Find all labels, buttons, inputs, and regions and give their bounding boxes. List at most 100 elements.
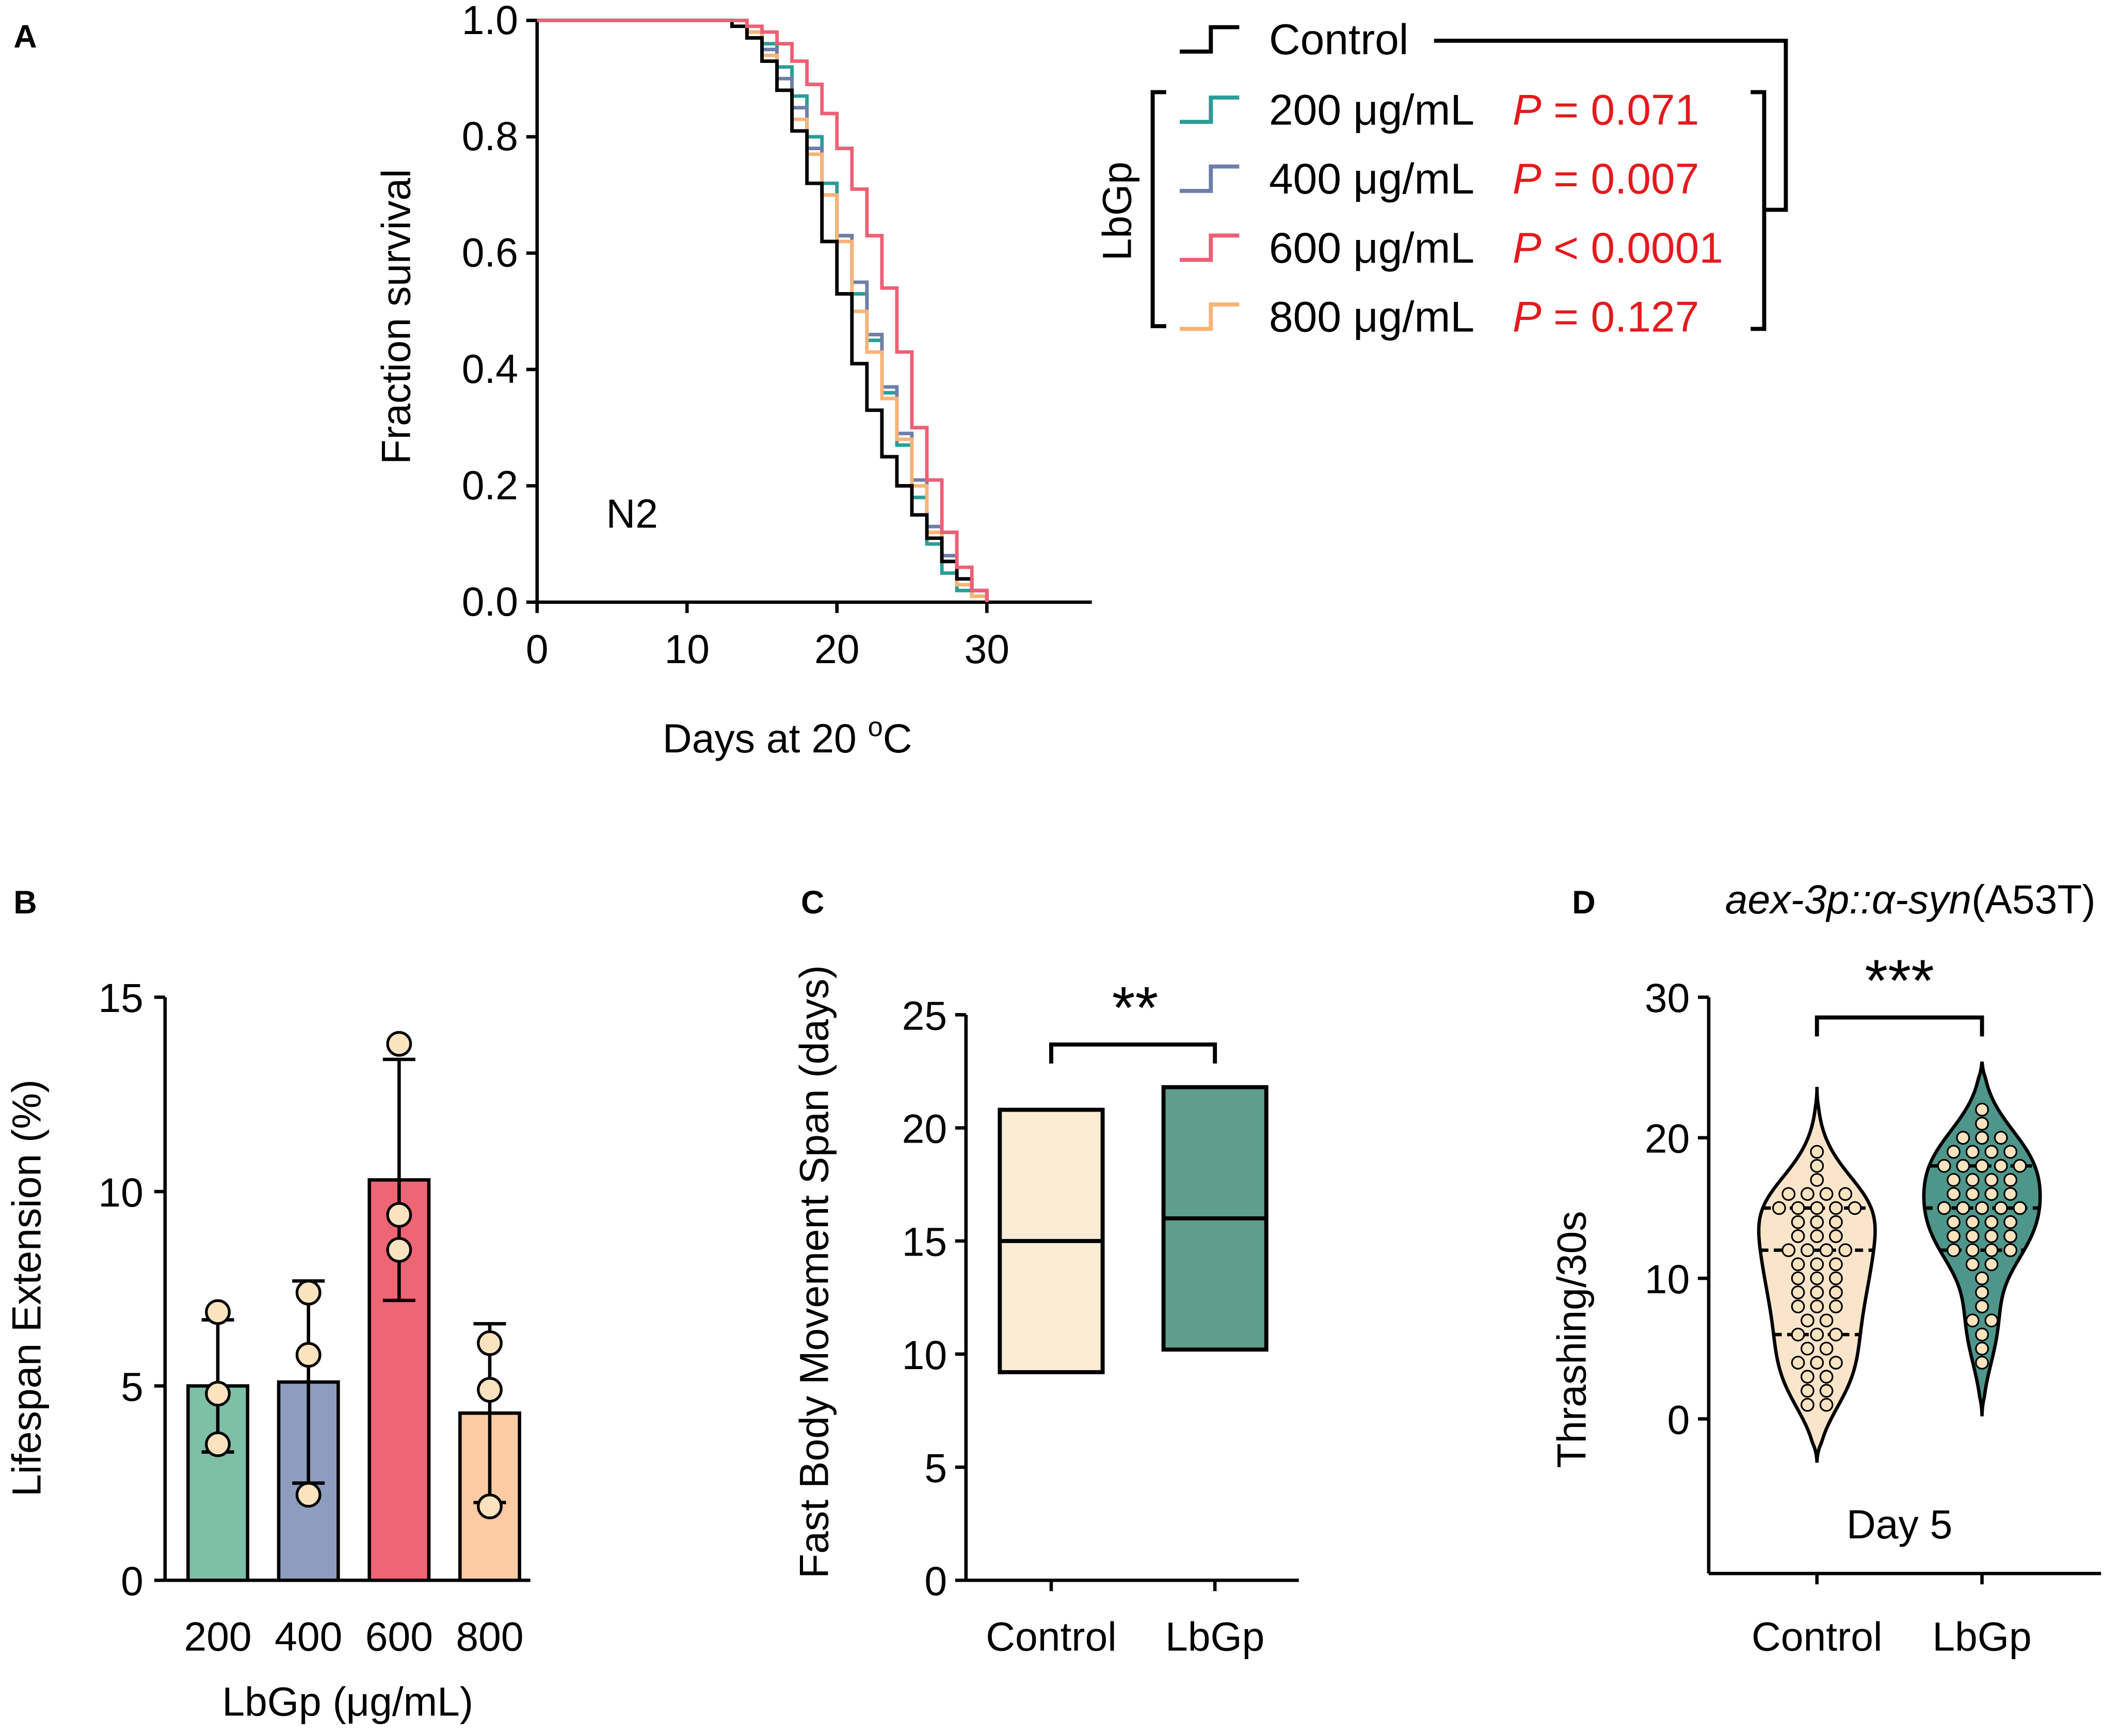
panel-d-violin-chart: aex-3p::α-syn(A53T) Thrashing/30s *** Da…: [1549, 877, 2101, 1660]
panel-b-ylabel: Lifespan Extension (%): [4, 1080, 50, 1497]
swarm-point-control: [1819, 1243, 1834, 1258]
panel-d-x-tick-label: LbGp: [1932, 1614, 2031, 1660]
swarm-point-lbgp: [1947, 1229, 1961, 1243]
swarm-point-control: [1838, 1243, 1853, 1258]
legend-p-600: P: [1513, 223, 1541, 272]
swarm-point-lbgp: [2013, 1201, 2027, 1215]
panel-c-y-tick-label: 15: [902, 1219, 947, 1265]
swarm-point-lbgp: [1984, 1187, 1999, 1201]
data-point-800: [477, 1330, 503, 1356]
panel-c-x-tick-label: Control: [986, 1614, 1116, 1660]
swarm-point-control: [1801, 1187, 1814, 1201]
legend-label-control: Control: [1269, 15, 1408, 63]
swarm-point-control: [1810, 1173, 1824, 1187]
panel-b-y-tick-label: 10: [98, 1170, 143, 1215]
swarm-point-lbgp: [1984, 1243, 1999, 1258]
swarm-point-control: [1791, 1229, 1805, 1243]
swarm-point-lbgp: [1965, 1313, 1980, 1328]
panel-a-legend: Control 200 μg/mL 400 μg/mL 600 μg/mL 80…: [1095, 15, 1788, 341]
swarm-point-control: [1829, 1356, 1843, 1370]
panel-b-x-tick-label: 800: [456, 1614, 523, 1660]
panel-d-significance: ***: [1865, 948, 1934, 1014]
legend-swatch-800: [1180, 302, 1240, 331]
panel-d-y-tick-label: 0: [1667, 1397, 1690, 1442]
panel-c-plot: Control LbGp 0 5 10 15 20 25: [902, 993, 1299, 1660]
swarm-point-control: [1829, 1229, 1843, 1243]
panel-a-x-tick-label: 20: [814, 626, 859, 672]
swarm-point-control: [1801, 1397, 1814, 1412]
legend-swatch-control: [1180, 25, 1240, 54]
panel-a-x-tick-label: 10: [665, 626, 710, 672]
panel-b-plot: 200 400 600 800 0 5 10 15: [98, 975, 531, 1660]
panel-c-y-tick-label: 5: [924, 1445, 947, 1491]
swarm-point-control: [1810, 1327, 1824, 1342]
swarm-point-control: [1819, 1187, 1834, 1201]
swarm-point-control: [1791, 1327, 1805, 1342]
swarm-point-control: [1810, 1215, 1824, 1229]
data-point-600: [386, 1202, 412, 1228]
swarm-point-lbgp: [1965, 1229, 1980, 1243]
panel-c-significance: **: [1112, 975, 1159, 1041]
legend-pnum-600: < 0.0001: [1541, 223, 1723, 272]
panel-c-y-tick-label: 25: [902, 993, 947, 1038]
panel-a-annotation-n2: N2: [606, 491, 658, 537]
panel-a-x-tick-label: 30: [965, 626, 1009, 672]
panel-a-y-tick-label: 0.4: [462, 346, 518, 392]
legend-pnum-200: = 0.071: [1541, 85, 1699, 134]
swarm-point-control: [1819, 1384, 1834, 1398]
swarm-point-lbgp: [2003, 1215, 2018, 1229]
swarm-point-control: [1791, 1285, 1805, 1299]
swarm-point-lbgp: [1975, 1159, 1989, 1173]
swarm-point-control: [1819, 1341, 1834, 1356]
swarm-point-control: [1829, 1271, 1843, 1285]
panel-a-survival-chart: Fraction survival Days at 20 oC N2 0 10 20…: [373, 0, 1788, 761]
swarm-point-lbgp: [1965, 1215, 1980, 1229]
swarm-point-control: [1829, 1327, 1843, 1342]
swarm-point-control: [1781, 1243, 1796, 1258]
swarm-point-control: [1819, 1397, 1834, 1412]
swarm-point-lbgp: [1956, 1159, 1970, 1173]
panel-d-y-tick-label: 30: [1645, 975, 1690, 1021]
panel-a-xlabel-main: Days at 20: [663, 716, 868, 761]
legend-label-800: 800 μg/mL: [1269, 293, 1474, 341]
swarm-point-lbgp: [2003, 1173, 2018, 1187]
swarm-point-control: [1810, 1159, 1824, 1173]
panel-d-y-tick-label: 10: [1645, 1257, 1690, 1302]
swarm-point-control: [1810, 1285, 1824, 1299]
swarm-point-lbgp: [1994, 1201, 2008, 1215]
swarm-point-lbgp: [1937, 1201, 1951, 1215]
legend-p-800: P: [1513, 293, 1541, 341]
legend-pvalue-bracket: [1750, 90, 1766, 331]
swarm-point-control: [1810, 1271, 1824, 1285]
panel-d-title: aex-3p::α-syn(A53T): [1725, 877, 2096, 922]
legend-p-400: P: [1513, 154, 1541, 203]
swarm-point-control: [1801, 1243, 1814, 1258]
panel-a-y-tick-label: 0.2: [462, 463, 518, 508]
legend-pnum-800: = 0.127: [1541, 293, 1699, 341]
panel-label-d: D: [1572, 885, 1595, 921]
swarm-point-control: [1791, 1299, 1805, 1313]
swarm-point-lbgp: [1975, 1327, 1989, 1342]
data-point-400: [295, 1342, 322, 1368]
swarm-point-lbgp: [1975, 1201, 1989, 1215]
legend-pvalue-800: P = 0.127: [1513, 293, 1699, 341]
swarm-point-lbgp: [1956, 1201, 1970, 1215]
data-point-200: [205, 1380, 231, 1407]
panel-b-y-tick-label: 0: [121, 1558, 143, 1604]
panel-c-y-tick-label: 0: [924, 1558, 947, 1604]
panel-b-x-tick-label: 200: [184, 1614, 251, 1660]
data-point-200: [205, 1299, 231, 1325]
swarm-point-lbgp: [2003, 1243, 2018, 1258]
swarm-point-lbgp: [1947, 1215, 1961, 1229]
survival-curve-600: [537, 19, 989, 602]
swarm-point-lbgp: [1975, 1341, 1989, 1356]
survival-curve-control: [537, 19, 989, 602]
panel-label-a: A: [13, 19, 37, 55]
legend-label-400: 400 μg/mL: [1269, 154, 1474, 203]
swarm-point-lbgp: [1965, 1187, 1980, 1201]
panel-d-title-normal: (A53T): [1971, 877, 2095, 922]
swarm-point-control: [1838, 1187, 1853, 1201]
legend-swatch-200: [1180, 95, 1240, 124]
panel-d-plot: Control LbGp 0 10 20 30: [1645, 975, 2101, 1660]
panel-c-y-tick-label: 20: [902, 1106, 947, 1151]
